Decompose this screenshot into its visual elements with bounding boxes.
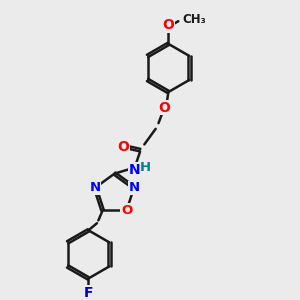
Text: CH₃: CH₃	[183, 13, 206, 26]
Text: F: F	[84, 286, 93, 300]
Text: O: O	[117, 140, 129, 154]
Text: N: N	[129, 163, 140, 177]
Text: H: H	[140, 161, 151, 174]
Text: O: O	[158, 100, 170, 115]
Text: O: O	[163, 19, 174, 32]
Text: N: N	[128, 181, 140, 194]
Text: O: O	[121, 204, 132, 217]
Text: N: N	[90, 181, 101, 194]
